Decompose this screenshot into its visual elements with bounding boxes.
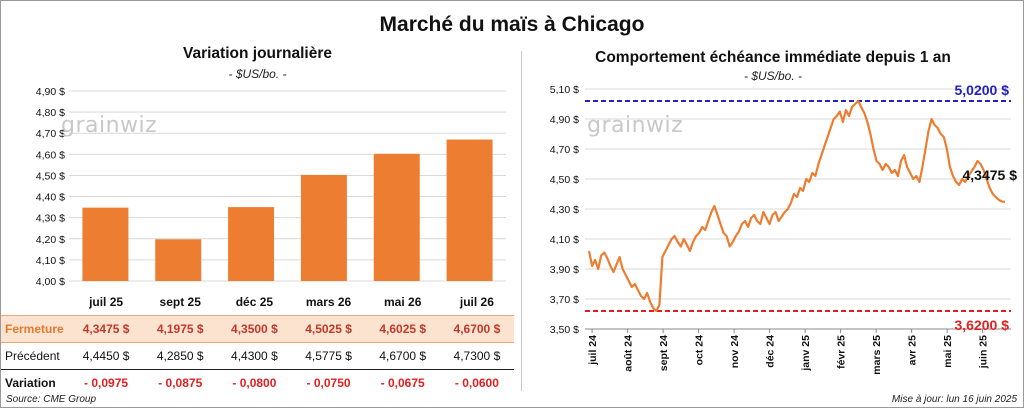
- series-line: [587, 99, 1006, 313]
- page-title: Marché du maïs à Chicago: [379, 13, 645, 36]
- y-tick-label: 4,70 $: [36, 128, 65, 140]
- x-tick-label: févr 25: [836, 335, 848, 369]
- left-watermark: grainwiz: [61, 113, 158, 138]
- y-tick-label: 4,10 $: [550, 234, 579, 246]
- right-chart-unit: - $US/bo. -: [743, 69, 803, 83]
- y-tick-label: 5,10 $: [550, 84, 579, 96]
- row-label: Précédent: [1, 342, 69, 370]
- y-tick-label: 3,70 $: [550, 294, 579, 306]
- table-cell: 4,4300 $: [217, 342, 292, 370]
- x-tick-label: déc 24: [765, 335, 777, 368]
- x-tick-label: avr 25: [907, 335, 919, 366]
- panel-divider: [521, 51, 522, 391]
- table-col-header: juil 25: [89, 295, 124, 309]
- update-note: Mise à jour: lun 16 juin 2025: [891, 394, 1017, 405]
- table-cell: 4,5775 $: [291, 342, 366, 370]
- price-table: juil 25 sept 25 déc 25 mars 26 mai 26 ju…: [1, 289, 514, 396]
- table-col-header: sept 25: [159, 295, 201, 309]
- max-label: 5,0200 $: [955, 82, 1010, 98]
- bar: [373, 153, 420, 281]
- table-row-variation: Variation - 0,0975 - 0,0875 - 0,0800 - 0…: [1, 370, 514, 397]
- table-cell: 4,3475 $: [69, 315, 144, 343]
- table-cell: - 0,0800: [232, 376, 277, 390]
- y-tick-label: 4,10 $: [36, 255, 65, 267]
- x-tick-label: juil 24: [587, 335, 599, 366]
- y-tick-label: 4,30 $: [36, 213, 65, 225]
- bar: [228, 207, 275, 281]
- table-cell: 4,1975 $: [143, 315, 218, 343]
- table-col-header: juil 26: [459, 295, 494, 309]
- right-watermark: grainwiz: [587, 113, 684, 138]
- table-cell: 4,6700 $: [439, 315, 514, 343]
- x-tick-label: mai 25: [942, 335, 954, 368]
- bar: [446, 139, 493, 281]
- table-col-header: mai 26: [384, 295, 422, 309]
- table-cell: 4,7300 $: [439, 342, 514, 370]
- bar-chart: 4,00 $ 4,10 $ 4,20 $ 4,30 $ 4,40 $ 4,50 $ 4,60…: [36, 86, 506, 288]
- y-tick-label: 4,50 $: [36, 170, 65, 182]
- last-value-label: 4,3475 $: [963, 167, 1018, 183]
- y-tick-label: 3,50 $: [550, 324, 579, 336]
- right-chart-title: Comportement échéance immédiate depuis 1…: [595, 49, 951, 66]
- table-cell: - 0,0975: [84, 376, 129, 390]
- table-row-previous: Précédent 4,4450 $ 4,2850 $ 4,4300 $ 4,5…: [1, 342, 514, 370]
- x-tick-label: janv 25: [800, 335, 812, 372]
- table-cell: - 0,0675: [380, 376, 425, 390]
- y-tick-label: 4,60 $: [36, 149, 65, 161]
- line-chart: 3,50 $ 3,70 $ 3,90 $ 4,10 $ 4,30 $ 4,50 $ 4,70…: [550, 82, 1018, 375]
- x-tick-label: août 24: [623, 335, 635, 372]
- source-note: Source: CME Group: [6, 394, 97, 405]
- y-tick-label: 4,40 $: [36, 192, 65, 204]
- table-cell: 4,3500 $: [217, 315, 292, 343]
- x-tick-label: nov 24: [729, 335, 741, 368]
- table-cell: 4,2850 $: [143, 342, 218, 370]
- bar: [82, 207, 129, 281]
- table-cell: 4,6025 $: [365, 315, 440, 343]
- table-cell: 4,5025 $: [291, 315, 366, 343]
- y-tick-label: 4,90 $: [550, 114, 579, 126]
- y-tick-label: 4,90 $: [36, 86, 65, 98]
- x-tick-label: sept 24: [658, 335, 670, 371]
- y-tick-label: 4,80 $: [36, 107, 65, 119]
- left-chart-unit: - $US/bo. -: [228, 67, 287, 81]
- y-tick-label: 4,70 $: [550, 144, 579, 156]
- table-cell: 4,4450 $: [69, 342, 144, 370]
- table-col-header: déc 25: [235, 295, 274, 309]
- table-cell: - 0,0875: [158, 376, 203, 390]
- table-cell: 4,6700 $: [365, 342, 440, 370]
- bar: [300, 174, 347, 281]
- table-cell: - 0,0600: [454, 376, 499, 390]
- y-tick-label: 4,20 $: [36, 234, 65, 246]
- min-label: 3,6200 $: [955, 317, 1010, 333]
- table-header-row: juil 25 sept 25 déc 25 mars 26 mai 26 ju…: [1, 289, 514, 316]
- table-col-header: mars 26: [305, 295, 352, 309]
- left-chart-title: Variation journalière: [182, 45, 333, 62]
- x-tick-label: mars 25: [871, 335, 883, 375]
- y-tick-label: 4,00 $: [36, 276, 65, 288]
- x-tick-label: juin 25: [978, 335, 990, 369]
- x-tick-label: oct 24: [694, 335, 706, 366]
- y-tick-label: 3,90 $: [550, 264, 579, 276]
- y-tick-label: 4,30 $: [550, 204, 579, 216]
- row-label: Fermeture: [1, 315, 69, 343]
- table-row-close: Fermeture 4,3475 $ 4,1975 $ 4,3500 $ 4,5…: [1, 315, 514, 343]
- y-tick-label: 4,50 $: [550, 174, 579, 186]
- bar: [155, 239, 202, 281]
- table-cell: - 0,0750: [306, 376, 351, 390]
- row-label: Variation: [5, 376, 56, 390]
